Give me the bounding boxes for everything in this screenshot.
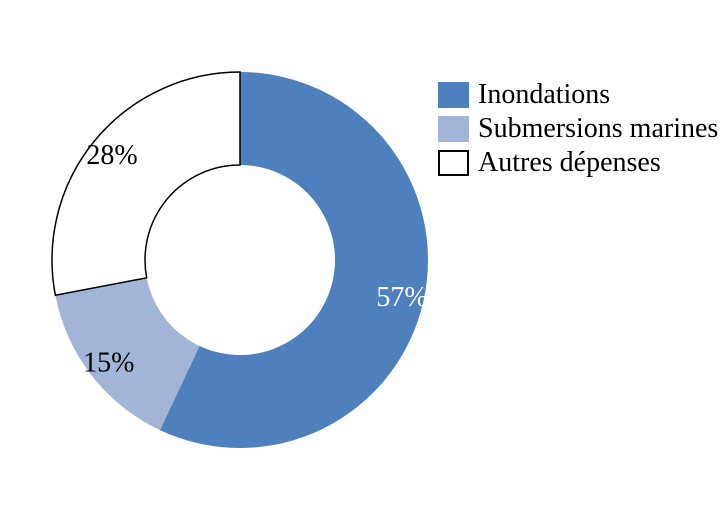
- pie-segment-autres-d-penses: [51, 71, 241, 297]
- legend-item-submersions-marines: Submersions marines: [438, 112, 719, 144]
- legend-swatch-submersions-marines-icon: [438, 115, 469, 142]
- legend-item-autres-depenses: Autres dépenses: [438, 146, 718, 178]
- pie-segment-inondations: [159, 72, 428, 449]
- legend-swatch-autres-depenses-icon: [438, 149, 469, 176]
- segment-data-label: 28%: [86, 140, 137, 171]
- segment-data-label: 57%: [376, 282, 427, 313]
- chart-legend: Inondations Submersions marines Autres d…: [438, 78, 719, 183]
- pie-segment-submersions-marines: [55, 277, 200, 431]
- legend-label-inondations: Inondations: [478, 78, 611, 110]
- legend-label-autres-depenses: Autres dépenses: [478, 146, 661, 178]
- legend-label-submersions-marines: Submersions marines: [478, 112, 719, 144]
- legend-swatch-inondations-icon: [438, 81, 469, 108]
- legend-item-inondations: Inondations: [438, 78, 718, 110]
- segment-data-label: 15%: [83, 348, 134, 379]
